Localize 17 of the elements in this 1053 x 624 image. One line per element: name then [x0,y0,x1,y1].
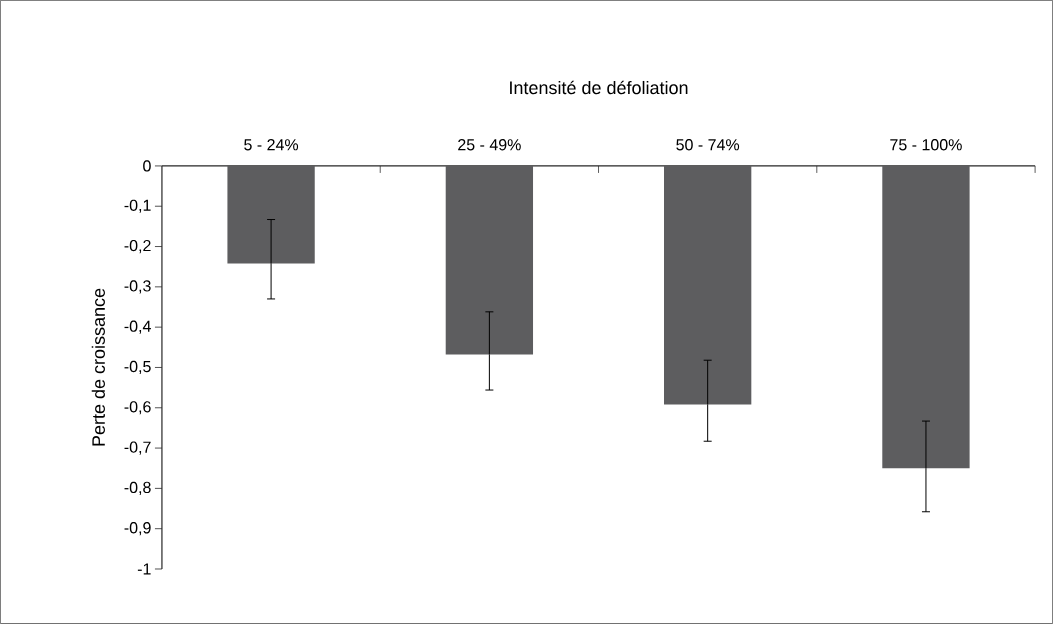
y-tick-label: -0,1 [124,199,151,213]
y-tick-label: -0,4 [124,320,151,334]
y-tick-label: -0,7 [124,441,151,455]
y-tick-label: -0,5 [124,360,151,375]
x-tick-label: 50 - 74% [676,139,740,151]
y-tick-label: -0,3 [124,280,151,294]
y-tick-label: -0,2 [124,239,151,254]
x-axis-title: Intensité de défoliation [510,80,688,95]
y-tick-label: -1 [137,563,151,575]
y-tick-label: -0,6 [124,401,151,415]
y-tick-label: 0 [143,160,151,172]
y-tick-label: -0,8 [124,481,151,496]
x-tick-label: 5 - 24% [244,139,299,151]
y-tick-label: -0,9 [124,522,151,536]
x-tick-label: 25 - 49% [458,139,521,151]
x-tick-label: 75 - 100% [890,139,962,151]
y-axis-title: Perte de croissance [91,288,105,446]
